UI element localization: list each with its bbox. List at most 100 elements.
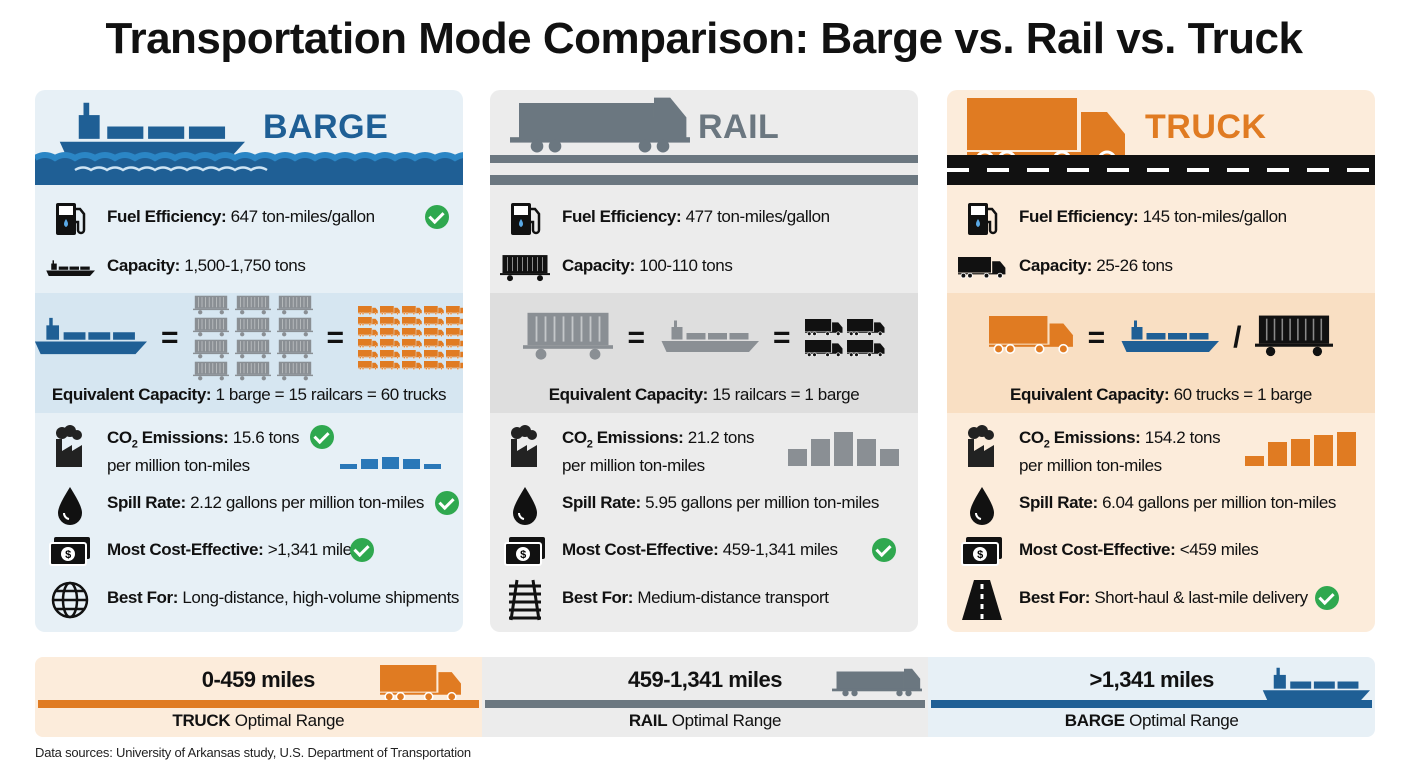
optimal-range-bar: 0-459 miles TRUCK Optimal Range 459-1,34…: [35, 657, 1375, 737]
locomotive-icon: [831, 667, 922, 702]
ship-icon: [1260, 665, 1371, 709]
co2-bar-chart: [1245, 432, 1356, 466]
equivalence-sign: =: [160, 321, 179, 354]
truck-range-segment: 0-459 miles TRUCK Optimal Range: [35, 657, 482, 737]
money-icon: $: [500, 532, 550, 572]
equivalent-label: Equivalent Capacity:: [51, 385, 212, 404]
equivalence-sign: =: [773, 321, 791, 354]
equivalent-label: Equivalent Capacity:: [548, 385, 709, 404]
co2-bar: [1314, 435, 1333, 466]
co2-bar-chart: [340, 435, 441, 469]
co2-bar: [403, 459, 420, 469]
co2-unit: per million ton-miles: [562, 456, 705, 476]
fuel-label: Fuel Efficiency:: [1019, 207, 1139, 226]
co2-label-text: CO: [107, 428, 132, 447]
barge-title: BARGE: [263, 108, 389, 146]
check-icon: [350, 538, 374, 562]
equivalence-sign: =: [1087, 321, 1106, 354]
range-mode: TRUCK: [172, 711, 231, 730]
data-sources: Data sources: University of Arkansas stu…: [35, 745, 471, 760]
svg-text:$: $: [977, 549, 983, 561]
truck-capacity-icon: [957, 248, 1007, 288]
railcar-icon: [523, 311, 614, 366]
barge-icon: [35, 315, 147, 360]
cost-label: Most Cost-Effective:: [107, 540, 264, 559]
fuel-value: 647 ton-miles/gallon: [230, 207, 376, 226]
co2-value: 154.2 tons: [1144, 428, 1221, 447]
equivalent-label: Equivalent Capacity:: [1010, 385, 1170, 404]
co2-bar-chart: [788, 432, 899, 466]
truck-title: TRUCK: [1145, 108, 1267, 146]
fuel-value: 145 ton-miles/gallon: [1142, 207, 1288, 226]
best-value: Short-haul & last-mile delivery: [1094, 588, 1308, 607]
range-mode: RAIL: [628, 711, 668, 730]
oil-drop-icon: [957, 485, 1007, 525]
best-label: Best For:: [562, 588, 634, 607]
co2-subscript: 2: [131, 438, 138, 451]
spill-label: Spill Rate:: [1019, 493, 1098, 512]
barge-panel: BARGE Fuel Efficiency: 647 ton-miles/gal…: [35, 90, 463, 632]
rail-range-segment: 459-1,341 miles RAIL Optimal Range: [481, 657, 929, 737]
rail-header: RAIL: [490, 90, 918, 185]
factory-icon: [45, 425, 95, 467]
equivalent-capacity-section: = / Equivalent Capacity: 60 trucks = 1 ba…: [947, 293, 1375, 413]
capacity-label: Capacity:: [1019, 256, 1092, 275]
range-suffix: Optimal Range: [1124, 711, 1239, 730]
fuel-label: Fuel Efficiency:: [107, 207, 227, 226]
equivalent-value: 60 trucks = 1 barge: [1173, 385, 1313, 404]
capacity-label: Capacity:: [107, 256, 180, 275]
co2-bar: [361, 459, 378, 469]
range-value: 0-459 miles: [201, 667, 316, 692]
best-label: Best For:: [1019, 588, 1091, 607]
co2-bar: [382, 457, 399, 469]
range-suffix: Optimal Range: [667, 711, 782, 730]
spill-value: 2.12 gallons per million ton-miles: [190, 493, 425, 512]
range-value: >1,341 miles: [1089, 667, 1215, 692]
co2-label-text: CO: [1019, 428, 1044, 447]
equivalence-sign: =: [326, 321, 345, 354]
equivalent-capacity-section: = = Equivalent Capacity: 15 railcars = 1 …: [490, 293, 918, 413]
capacity-value: 100-110 tons: [639, 256, 733, 275]
co2-value: 15.6 tons: [232, 428, 300, 447]
co2-bar: [857, 439, 876, 466]
spill-value: 5.95 gallons per million ton-miles: [645, 493, 880, 512]
best-label: Best For:: [107, 588, 179, 607]
cost-label: Most Cost-Effective:: [1019, 540, 1176, 559]
range-value: 459-1,341 miles: [628, 667, 782, 692]
svg-text:$: $: [520, 549, 526, 561]
range-mode: BARGE: [1064, 711, 1125, 730]
svg-text:$: $: [65, 549, 71, 561]
railcar-grid-icon: [192, 295, 313, 381]
check-icon: [1315, 586, 1339, 610]
spill-label: Spill Rate:: [562, 493, 641, 512]
co2-bar: [788, 449, 807, 466]
co2-label-text: Emissions:: [1049, 428, 1141, 447]
co2-bar: [880, 449, 899, 466]
co2-subscript: 2: [586, 438, 593, 451]
co2-label: CO2 Emissions:: [562, 428, 684, 451]
capacity-label: Capacity:: [562, 256, 635, 275]
equivalence-sign: =: [627, 321, 645, 354]
rail-track-band: [490, 155, 918, 185]
globe-icon: [45, 580, 95, 620]
co2-unit: per million ton-miles: [1019, 456, 1162, 476]
barge-icon: [1119, 318, 1220, 358]
barge-capacity-icon: [45, 248, 95, 288]
best-value: Medium-distance transport: [637, 588, 829, 607]
truck-icon: [380, 665, 462, 707]
spill-label: Spill Rate:: [107, 493, 186, 512]
barge-header: BARGE: [35, 90, 463, 185]
co2-bar: [1245, 456, 1264, 466]
rail-capacity-icon: [500, 248, 550, 288]
equivalent-value: 1 barge = 15 railcars = 60 trucks: [215, 385, 447, 404]
check-icon: [425, 205, 449, 229]
fuel-pump-icon: [500, 199, 550, 239]
fuel-label: Fuel Efficiency:: [562, 207, 682, 226]
co2-label-text: Emissions:: [137, 428, 229, 447]
co2-value: 21.2 tons: [687, 428, 755, 447]
money-icon: $: [957, 532, 1007, 572]
co2-label-text: Emissions:: [592, 428, 684, 447]
cost-value: >1,341 miles: [267, 540, 360, 559]
truck-header: TRUCK: [947, 90, 1375, 185]
oil-drop-icon: [500, 485, 550, 525]
